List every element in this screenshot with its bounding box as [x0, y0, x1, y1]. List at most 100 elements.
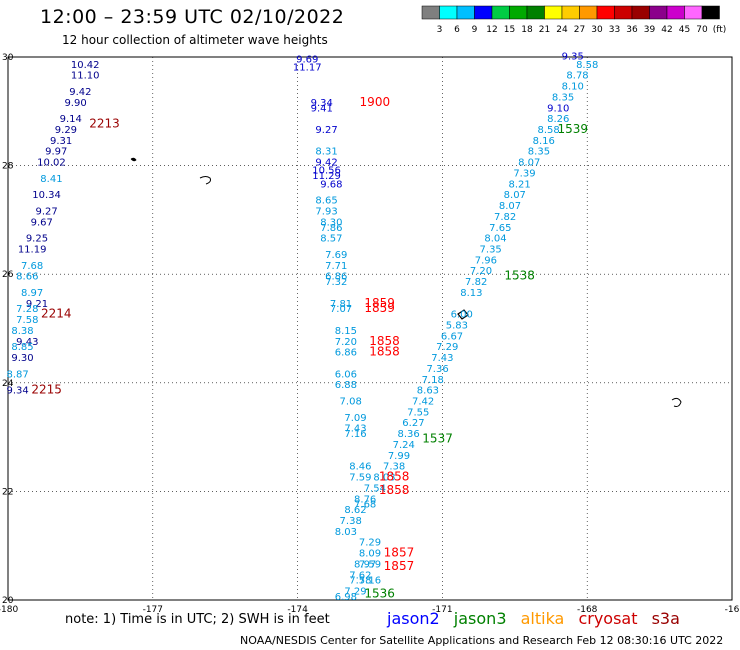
wave-height-label: 7.58 — [349, 576, 371, 587]
colorbar-swatch — [491, 5, 510, 20]
wave-height-label: 7.36 — [426, 364, 448, 375]
x-tick-label: -177 — [143, 605, 163, 615]
wave-height-label: 8.38 — [11, 326, 33, 337]
pass-time-label: 1858 — [369, 334, 400, 348]
pass-time-label: 1858 — [369, 345, 400, 359]
colorbar-swatch — [544, 5, 563, 20]
wave-height-label: 10.56 — [312, 166, 341, 177]
colorbar-tick-label: 15 — [504, 25, 515, 35]
wave-height-label: 8.46 — [349, 462, 371, 473]
wave-height-label: 7.71 — [325, 261, 347, 272]
pass-time-label: 2214 — [41, 307, 72, 321]
wave-height-label: 7.09 — [344, 413, 366, 424]
pass-time-label: 1857 — [384, 546, 415, 560]
pass-time-label: 2215 — [31, 383, 62, 397]
colorbar-tick-label: 12 — [486, 25, 497, 35]
colorbar-tick-label: 33 — [609, 25, 620, 35]
footer-note: note: 1) Time is in UTC; 2) SWH is in fe… — [65, 612, 330, 627]
colorbar-swatch — [666, 5, 685, 20]
wave-height-label: 9.97 — [45, 147, 67, 158]
x-tick-label: -168 — [577, 605, 598, 615]
wave-height-label: 8.03 — [373, 473, 395, 484]
wave-height-label: 7.93 — [315, 206, 337, 217]
wave-height-label: 7.55 — [407, 407, 429, 418]
colorbar-tick-label: 3 — [437, 25, 443, 35]
wave-height-label: 9.27 — [35, 206, 57, 217]
wave-height-label: 7.82 — [465, 277, 487, 288]
pass-time-label: 1536 — [364, 586, 395, 600]
wave-height-label: 7.99 — [388, 451, 410, 462]
wave-height-label: 7.24 — [393, 440, 415, 451]
footer-credit: NOAA/NESDIS Center for Satellite Applica… — [240, 634, 724, 647]
wave-height-label: 8.09 — [359, 549, 381, 560]
colorbar-swatch — [439, 5, 458, 20]
wave-height-label: 8.07 — [499, 201, 521, 212]
colorbar-tick-label: 18 — [521, 25, 533, 35]
wave-height-label: 7.42 — [412, 397, 434, 408]
wave-height-label: 9.42 — [315, 158, 337, 169]
wave-height-label: 7.29 — [344, 587, 366, 598]
wave-height-label: 7.69 — [325, 250, 347, 261]
wave-height-label: 9.31 — [50, 136, 72, 147]
wave-height-label: 8.97 — [21, 288, 43, 299]
wave-height-label: 8.07 — [504, 190, 526, 201]
wave-height-label: 8.78 — [566, 71, 588, 82]
colorbar-tick-label: 36 — [626, 25, 638, 35]
colorbar-swatch — [526, 5, 545, 20]
wave-height-label: 8.04 — [484, 234, 506, 245]
wave-height-label: 10.02 — [37, 158, 66, 169]
pass-time-label: 1539 — [557, 122, 588, 136]
wave-height-label: 7.54 — [364, 483, 386, 494]
colorbar-swatch — [684, 5, 703, 20]
wave-height-label: 8.15 — [335, 326, 357, 337]
wave-height-label: 9.90 — [64, 98, 86, 109]
x-tick-label: -16 — [725, 605, 740, 615]
wave-height-label: 8.35 — [552, 92, 574, 103]
colorbar-swatch — [561, 5, 580, 20]
wave-height-label: 8.30 — [320, 217, 342, 228]
wave-height-label: 10.42 — [71, 60, 100, 71]
pass-time-label: 1859 — [364, 301, 395, 315]
wave-height-label: 7.32 — [325, 277, 347, 288]
wave-height-label: 6.00 — [451, 310, 473, 321]
wave-height-label: 7.18 — [422, 375, 444, 386]
wave-height-label: 11.10 — [71, 71, 100, 82]
x-tick-label: -180 — [0, 605, 18, 615]
colorbar-swatch — [614, 5, 633, 20]
mission-altika: altika — [520, 609, 565, 628]
pass-time-label: 1859 — [364, 296, 395, 310]
wave-height-label: 9.10 — [547, 103, 569, 114]
wave-height-label: 9.21 — [26, 299, 48, 310]
pass-time-label: 1537 — [422, 432, 453, 446]
wave-height-label: 8.21 — [508, 179, 530, 190]
wave-height-label: 6.98 — [335, 592, 357, 603]
wave-height-label: 8.13 — [460, 288, 482, 299]
wave-height-label: 8.76 — [354, 494, 376, 505]
wave-height-label: 8.97 — [354, 559, 376, 570]
colorbar-legend: 3 6 9 12 15 18 21 24 27 30 33 36 39 42 45 70 (ft) — [421, 5, 726, 35]
colorbar-tick-label: 9 — [472, 25, 478, 35]
colorbar-tick-label: 6 — [454, 25, 460, 35]
chart-title: 12:00 – 23:59 UTC 02/10/2022 — [40, 6, 345, 28]
colorbar-swatch — [474, 5, 493, 20]
wave-height-label: 9.29 — [55, 125, 77, 136]
pass-time-label: 1857 — [384, 559, 415, 573]
wave-height-label: 6.06 — [335, 369, 357, 380]
wave-height-label: 9.68 — [320, 179, 342, 190]
mission-s3a: s3a — [651, 609, 680, 628]
wave-height-label: 7.86 — [320, 223, 342, 234]
wave-height-label: 7.96 — [475, 255, 497, 266]
wave-height-label: 8.26 — [547, 114, 569, 125]
wave-height-label: 6.88 — [335, 380, 357, 391]
colorbar-tick-label: 27 — [574, 25, 585, 35]
wave-height-label: 7.59 — [359, 559, 381, 570]
wave-height-label: 7.43 — [344, 424, 366, 435]
pass-time-label: 1858 — [379, 470, 410, 484]
wave-height-label: 7.38 — [383, 462, 405, 473]
y-tick-label: 20 — [2, 596, 14, 606]
island-outline — [199, 176, 211, 185]
pass-time-label: 2213 — [89, 117, 120, 131]
wave-height-label: 7.39 — [513, 168, 535, 179]
wave-height-label: 9.69 — [296, 54, 318, 65]
